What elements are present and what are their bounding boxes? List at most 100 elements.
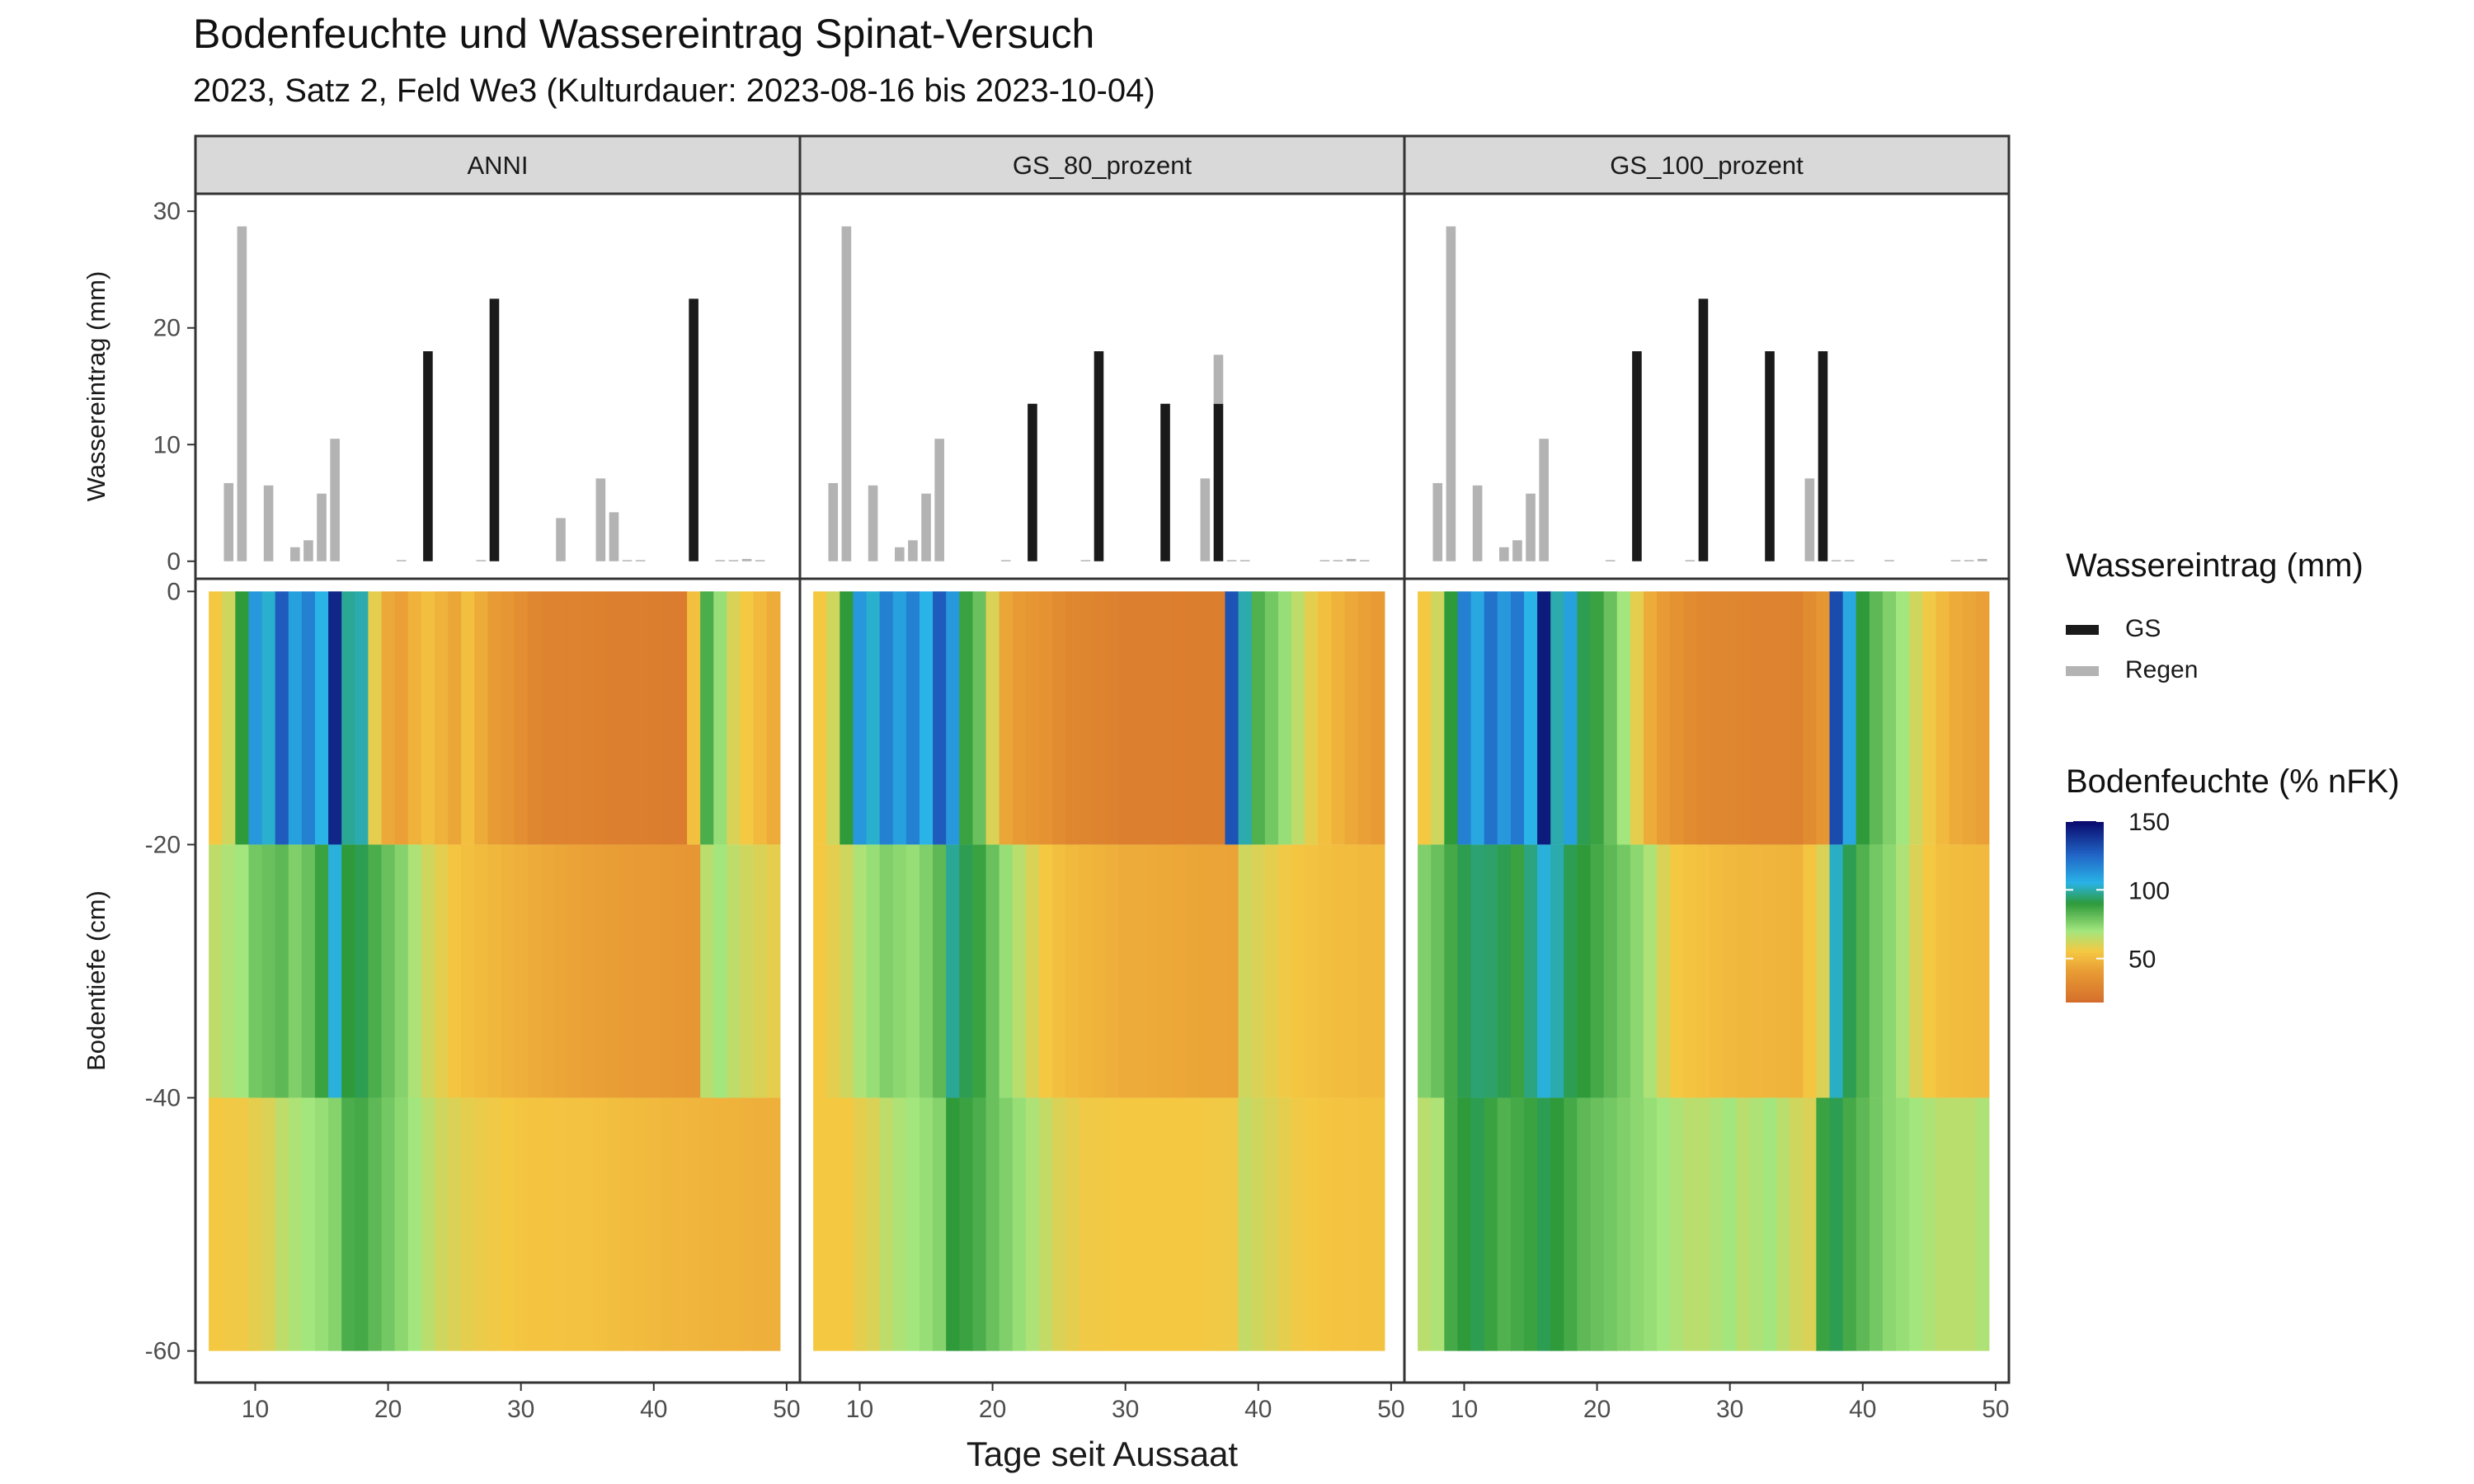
heat-cell [1922, 591, 1936, 845]
heat-cell [581, 591, 595, 845]
bar-regen [1472, 485, 1483, 561]
bar-regen [1446, 226, 1456, 561]
heat-cell [1896, 591, 1910, 845]
colorbar-step [2066, 955, 2104, 958]
heat-cell [434, 1097, 449, 1351]
heat-cell [700, 1097, 714, 1351]
heat-cell [826, 591, 840, 845]
heat-cell [1131, 844, 1146, 1098]
heat-cell [1683, 591, 1698, 845]
heat-cell [985, 1097, 1000, 1351]
bar-gs [1213, 403, 1224, 561]
heat-cell [813, 591, 827, 845]
colorbar-step [2066, 883, 2104, 886]
heat-cell [368, 591, 383, 845]
colorbar-tick-label: 150 [2128, 809, 2170, 836]
heat-cell [1790, 591, 1804, 845]
colorbar-step [2066, 945, 2104, 948]
bar-regen [635, 560, 646, 561]
heat-cell [1829, 591, 1844, 845]
bar-regen [303, 540, 313, 561]
colorbar-step [2066, 843, 2104, 847]
bar-regen [317, 493, 327, 561]
heat-cell [394, 1097, 409, 1351]
heat-cell [1723, 1097, 1738, 1351]
heat-cell [448, 844, 462, 1098]
heat-cell [514, 844, 529, 1098]
heat-cell [1211, 1097, 1226, 1351]
heat-cell [1331, 844, 1346, 1098]
bar-gs [1765, 351, 1775, 561]
heat-cell [1158, 1097, 1173, 1351]
heat-cell [813, 1097, 827, 1351]
bar-regen [1950, 560, 1961, 561]
colorbar-step [2066, 848, 2104, 851]
heat-cell [553, 844, 568, 1098]
heat-cell [892, 1097, 907, 1351]
heat-cell [1869, 591, 1884, 845]
bar-regen [1884, 560, 1894, 561]
heat-cell [1962, 844, 1977, 1098]
bar-regen [828, 482, 839, 561]
colorbar-step [2066, 854, 2104, 857]
heat-cell [1444, 1097, 1459, 1351]
heat-cell [620, 591, 635, 845]
colorbar-step [2066, 866, 2104, 870]
heat-cell [1431, 591, 1445, 845]
heat-cell [209, 591, 223, 845]
heat-cell [1590, 591, 1605, 845]
heat-cell [1025, 591, 1040, 845]
heat-cell [1723, 591, 1738, 845]
heat-cell [620, 1097, 635, 1351]
heat-cell [275, 1097, 289, 1351]
heat-cell [946, 1097, 960, 1351]
heat-cell [1790, 1097, 1804, 1351]
heat-cell [985, 591, 1000, 845]
heat-cell [813, 844, 827, 1098]
colorbar-step [2066, 965, 2104, 969]
heat-cell [1935, 1097, 1950, 1351]
heat-cell [1510, 844, 1525, 1098]
colorbar-step [2066, 872, 2104, 876]
heat-cell [633, 591, 648, 845]
bar-gs [1028, 403, 1037, 561]
facet-panel-GS_80_prozent: GS_80_prozent 10 20 30 40 50 [798, 134, 1406, 1423]
heat-cell [1962, 591, 1977, 845]
heat-cell [1131, 1097, 1146, 1351]
bar-regen [1333, 560, 1343, 561]
heat-cell [879, 844, 894, 1098]
heat-cell [1696, 844, 1711, 1098]
colorbar-step [2066, 891, 2104, 895]
heat-cell [1418, 591, 1432, 845]
heat-cell [700, 591, 714, 845]
heat-cell [527, 591, 542, 845]
heat-cell [700, 844, 714, 1098]
heat-cell [1749, 591, 1764, 845]
heat-cell [919, 1097, 934, 1351]
heat-cell [607, 591, 622, 845]
heat-cell [1371, 1097, 1385, 1351]
heat-cell [1264, 1097, 1279, 1351]
bar-regen [895, 547, 905, 561]
heat-cell [933, 591, 947, 845]
heat-cell [1710, 844, 1724, 1098]
colorbar-step [2066, 821, 2104, 824]
legend-label-regen: Regen [2125, 656, 2199, 683]
heat-cell [1118, 1097, 1133, 1351]
x-tick-label: 10 [242, 1396, 269, 1423]
colorbar-step [2066, 901, 2104, 904]
heat-cell [1842, 591, 1857, 845]
colorbar-step [2066, 852, 2104, 855]
heat-cell [1935, 591, 1950, 845]
heat-cell [879, 1097, 894, 1351]
heat-cell [1616, 844, 1631, 1098]
bar-regen [1239, 560, 1250, 561]
heat-cell [1305, 1097, 1319, 1351]
heat-cell [1829, 844, 1844, 1098]
heat-cell [1564, 844, 1578, 1098]
heat-cell [713, 1097, 727, 1351]
heat-cell [1105, 591, 1120, 845]
heat-cell [1052, 1097, 1066, 1351]
heat-cell [1118, 844, 1133, 1098]
y-tick-label-bottom: -20 [145, 831, 181, 858]
